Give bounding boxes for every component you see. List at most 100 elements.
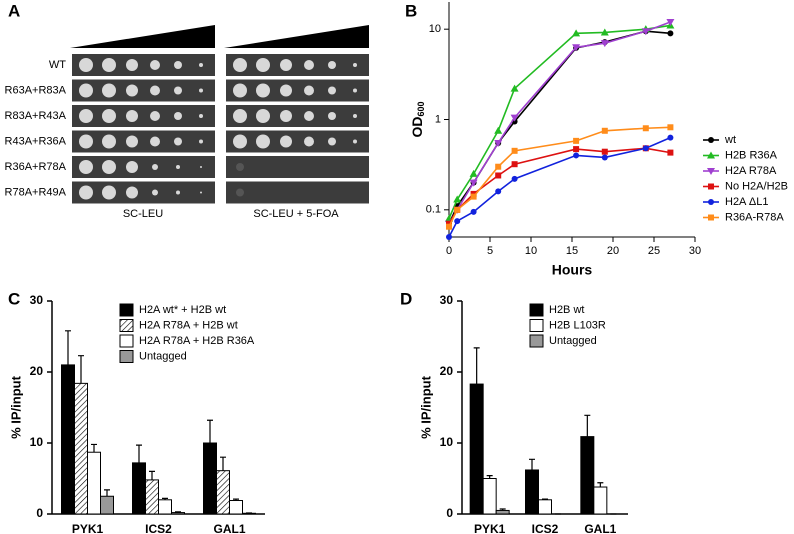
y-tick-label: 0	[36, 506, 43, 520]
x-tick-label: 25	[648, 245, 660, 257]
point	[511, 161, 518, 168]
y-tick-label: 10	[440, 435, 454, 449]
x-tick-label: PYK1	[474, 522, 506, 534]
y-tick-label: 30	[440, 293, 454, 307]
error-bar	[78, 355, 84, 384]
plate-row	[72, 156, 215, 178]
bar	[482, 478, 497, 515]
colony-spot	[79, 83, 93, 98]
point	[454, 218, 461, 225]
bar	[580, 436, 595, 515]
colony-spot	[126, 186, 138, 199]
legend-label: Untagged	[139, 350, 187, 362]
point	[572, 44, 581, 52]
colony-spot	[79, 160, 93, 174]
bar	[100, 495, 114, 515]
colony-spot	[152, 189, 158, 196]
bar	[158, 499, 172, 515]
colony-spot	[176, 190, 180, 195]
colony-spot	[353, 114, 357, 118]
colony-spot	[304, 111, 314, 121]
colony-spot	[233, 83, 247, 98]
point	[667, 134, 674, 141]
error-bar	[91, 443, 97, 453]
point	[511, 175, 518, 182]
bar	[132, 462, 146, 515]
error-bar	[233, 498, 239, 501]
point	[601, 154, 608, 161]
bar	[87, 451, 101, 515]
colony-spot	[353, 139, 357, 144]
point	[470, 193, 477, 200]
colony-spot	[126, 161, 138, 173]
colony-spot	[256, 58, 270, 72]
dilution-wedge	[224, 25, 369, 48]
y-tick-label: 1	[435, 113, 441, 125]
series-line	[448, 126, 671, 228]
colony-spot	[102, 134, 116, 149]
error-bar	[597, 482, 604, 488]
plate-row	[226, 130, 369, 153]
colony-spot	[280, 84, 292, 97]
point	[601, 148, 608, 155]
colony-spot	[199, 88, 203, 93]
y-axis-label-main: OD	[409, 117, 425, 138]
colony-spot	[152, 164, 158, 170]
colony-spot	[102, 83, 116, 98]
error-bar	[104, 489, 110, 497]
colony-spot	[200, 191, 202, 194]
point	[573, 146, 580, 153]
condition-label: SC-LEU	[123, 208, 163, 220]
plate-row	[72, 105, 215, 127]
colony-spot	[233, 109, 247, 123]
series-line	[448, 21, 671, 225]
x-tick-label: 5	[487, 245, 493, 257]
bar	[538, 499, 552, 515]
colony-spot	[328, 61, 336, 69]
x-axis-label: Hours	[552, 262, 593, 278]
colony-spot	[353, 63, 357, 67]
colony-spot	[174, 86, 182, 95]
point	[667, 124, 674, 131]
colony-spot	[328, 86, 336, 95]
bar	[74, 382, 88, 515]
error-bar	[162, 497, 168, 500]
colony-spot	[233, 58, 247, 72]
legend-swatch	[529, 319, 544, 332]
y-tick-label: 30	[30, 293, 44, 307]
point	[454, 206, 461, 213]
colony-spot	[126, 110, 138, 122]
colony-spot	[236, 163, 244, 171]
colony-spot	[353, 88, 357, 93]
legend-label: H2B R36A	[725, 149, 778, 161]
strain-label: R78A+R49A	[5, 186, 67, 198]
point	[495, 163, 502, 170]
point	[510, 114, 519, 122]
colony-spot	[150, 111, 160, 121]
x-tick-label: 20	[607, 245, 619, 257]
plate-row	[226, 105, 369, 127]
panel-label: B	[405, 1, 417, 20]
plate-row	[226, 156, 369, 178]
strain-label: R63A+R83A	[5, 84, 67, 96]
colony-spot	[304, 136, 314, 147]
x-tick-label: 30	[689, 245, 701, 257]
legend-marker	[708, 199, 714, 205]
strain-label: R43A+R36A	[5, 135, 67, 147]
colony-spot	[102, 58, 116, 72]
colony-spot	[328, 137, 336, 146]
bar	[171, 512, 185, 515]
legend-marker	[708, 183, 714, 190]
error-bar	[473, 347, 480, 385]
colony-spot	[199, 63, 203, 67]
point	[469, 169, 478, 177]
y-tick-label: 10	[30, 435, 44, 449]
error-bar	[220, 456, 226, 471]
legend-swatch	[119, 334, 134, 348]
colony-spot	[102, 109, 116, 123]
point	[667, 30, 674, 37]
plate-row	[72, 54, 215, 76]
colony-spot	[102, 160, 116, 174]
colony-spot	[256, 109, 270, 123]
x-tick-label: ICS2	[145, 522, 172, 534]
